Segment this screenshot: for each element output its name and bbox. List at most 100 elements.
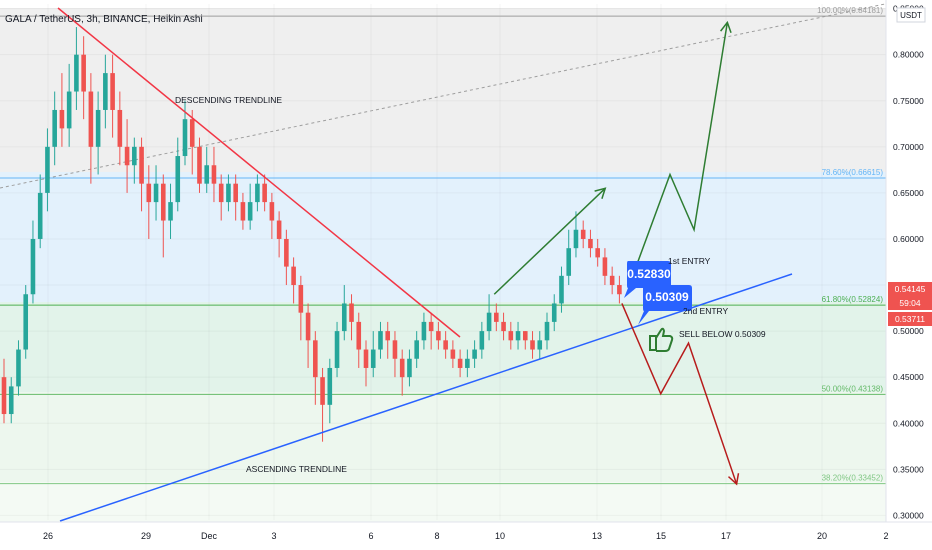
candle-body — [269, 202, 275, 221]
candles — [1, 27, 622, 442]
candle-body — [37, 192, 43, 239]
candle-body — [472, 349, 477, 359]
candle-body — [378, 331, 383, 350]
candle-body — [233, 183, 238, 203]
fib-label: 78.60%(0.66615) — [822, 168, 884, 177]
candle-body — [573, 229, 579, 249]
candle-body — [305, 312, 311, 341]
candle-body — [522, 331, 528, 341]
candle-body — [392, 340, 398, 359]
candle-body — [117, 109, 123, 147]
candle-body — [146, 183, 152, 203]
candle-body — [45, 146, 50, 193]
price-tag-upper: 0.54145 — [895, 284, 926, 294]
time-tick-label: 6 — [368, 531, 373, 541]
candle-body — [16, 349, 21, 387]
candle-body — [341, 303, 347, 332]
unit-box[interactable] — [896, 7, 926, 23]
candle-body — [436, 331, 441, 341]
candle-body — [559, 275, 564, 304]
candle-body — [588, 238, 593, 249]
price-axis-bg — [886, 0, 932, 522]
candle-body — [124, 146, 130, 166]
candle-body — [298, 285, 304, 313]
sell-below-label: SELL BELOW 0.50309 — [679, 329, 766, 339]
red-projection-arrow-head — [727, 473, 740, 486]
price-tick-label: 0.60000 — [893, 234, 924, 244]
time-tick-label: 20 — [817, 531, 827, 541]
candle-body — [370, 349, 376, 368]
candle-body — [168, 202, 173, 221]
price-tag-timer: 59:04 — [899, 298, 921, 308]
green-up-arrow[interactable] — [493, 187, 606, 295]
candle-body — [160, 183, 166, 221]
candle-body — [313, 340, 318, 378]
candle-body — [544, 321, 550, 341]
candle-body — [479, 331, 485, 350]
price-tick-label: 0.65000 — [893, 188, 924, 198]
descending-trendline[interactable] — [57, 7, 461, 338]
time-tick-label: 15 — [656, 531, 666, 541]
price-tick-label: 0.70000 — [893, 142, 924, 152]
candle-body — [407, 358, 412, 378]
candle-body — [211, 165, 217, 184]
candle-body — [95, 109, 101, 147]
fib-label: 38.20%(0.33452) — [822, 474, 884, 483]
price-tick-label: 0.40000 — [893, 418, 924, 428]
price-tag-timer-bg — [888, 296, 932, 310]
second-entry-label: 2nd ENTRY — [683, 306, 729, 316]
price-tick-label: 0.75000 — [893, 96, 924, 106]
candle-body — [182, 119, 188, 157]
candle-body — [247, 202, 253, 221]
candle-body — [66, 91, 72, 129]
price-tag-upper-bg — [888, 282, 932, 296]
candle-body — [334, 331, 340, 368]
candle-body — [74, 54, 79, 92]
candle-body — [421, 321, 427, 341]
candle-body — [465, 358, 470, 368]
candle-body — [103, 73, 108, 110]
candle-body — [291, 266, 296, 286]
candle-body — [566, 248, 572, 276]
time-tick-label: Dec — [201, 531, 218, 541]
callout-2nd-entry-price[interactable]: 0.50309 — [638, 285, 692, 325]
candle-body — [515, 331, 521, 341]
time-tick-label: 2 — [883, 531, 888, 541]
candle-body — [602, 257, 608, 276]
candle-body — [276, 220, 282, 239]
candle-body — [1, 377, 7, 415]
candle-body — [457, 358, 463, 368]
price-tick-label: 0.30000 — [893, 510, 924, 520]
candle-body — [204, 165, 210, 184]
candle-body — [537, 340, 543, 350]
time-axis-bg — [0, 522, 932, 550]
candle-body — [399, 358, 405, 378]
price-tick-label: 0.45000 — [893, 372, 924, 382]
candle-body — [218, 183, 224, 203]
callout-1st-entry-price[interactable]: 0.52830 — [624, 261, 671, 298]
green-projection-arrow[interactable] — [628, 22, 729, 286]
candle-body — [88, 91, 94, 147]
ascending-trendline-label: ASCENDING TRENDLINE — [246, 464, 347, 474]
candle-body — [385, 331, 391, 341]
candle-body — [175, 156, 181, 203]
dashed-channel-line — [0, 3, 886, 189]
candle-body — [501, 321, 506, 332]
candle-body — [530, 340, 535, 350]
candle-body — [428, 321, 434, 332]
candle-body — [110, 73, 115, 110]
zone-100-786 — [0, 8, 886, 172]
time-tick-label: 29 — [141, 531, 151, 541]
callout-1-text: 0.52830 — [627, 267, 671, 281]
fib-label: 100.00%(0.84181) — [817, 6, 883, 15]
price-tick-label: 0.35000 — [893, 464, 924, 474]
red-projection-arrow[interactable] — [621, 303, 738, 485]
candle-body — [52, 109, 57, 147]
candle-body — [132, 146, 137, 166]
time-tick-label: 13 — [592, 531, 602, 541]
callout-2-text: 0.50309 — [645, 290, 689, 304]
ascending-trendline[interactable] — [59, 273, 793, 522]
candle-body — [255, 183, 260, 203]
candle-body — [197, 146, 202, 184]
